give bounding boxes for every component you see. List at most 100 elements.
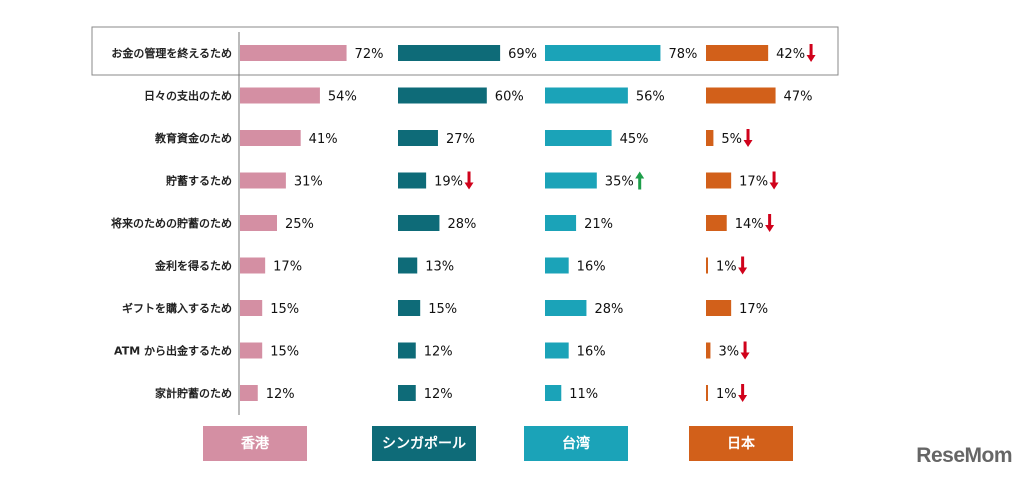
bar-2-0 bbox=[545, 45, 661, 61]
data-label: 41% bbox=[309, 132, 338, 147]
bar-3-5 bbox=[706, 257, 708, 274]
arrow-down-icon bbox=[740, 341, 750, 360]
data-label: 47% bbox=[784, 90, 813, 105]
bar-0-3 bbox=[240, 172, 286, 189]
data-label: 54% bbox=[328, 90, 357, 105]
bar-3-0 bbox=[706, 45, 769, 61]
data-label: 15% bbox=[270, 302, 299, 317]
legend-label: 台湾 bbox=[562, 435, 590, 452]
bar-0-4 bbox=[240, 215, 277, 231]
data-label: 42% bbox=[776, 47, 805, 62]
data-label: 19% bbox=[434, 175, 463, 190]
data-label: 16% bbox=[577, 345, 606, 360]
data-label: 1% bbox=[716, 260, 737, 275]
data-label: 13% bbox=[425, 260, 454, 275]
data-label: 12% bbox=[266, 387, 295, 402]
legend-swatch-1 bbox=[372, 426, 476, 461]
bar-3-6 bbox=[706, 300, 732, 316]
data-label: 15% bbox=[428, 302, 457, 317]
bar-1-6 bbox=[398, 300, 421, 316]
data-label: 78% bbox=[668, 47, 697, 62]
category-label: ギフトを購入するため bbox=[122, 301, 232, 315]
arrow-down-icon bbox=[743, 129, 753, 147]
bar-0-1 bbox=[240, 87, 320, 104]
arrow-up-icon bbox=[635, 171, 645, 190]
bar-2-7 bbox=[545, 342, 569, 359]
bar-1-5 bbox=[398, 257, 418, 274]
legend-label: シンガポール bbox=[382, 435, 466, 452]
bar-0-8 bbox=[240, 385, 258, 401]
data-label: 3% bbox=[718, 345, 739, 360]
arrow-down-icon bbox=[806, 44, 816, 62]
data-label: 69% bbox=[508, 47, 537, 62]
data-label: 35% bbox=[605, 175, 634, 190]
bar-0-0 bbox=[240, 45, 347, 61]
bar-2-8 bbox=[545, 385, 562, 401]
bar-0-5 bbox=[240, 257, 266, 274]
data-label: 5% bbox=[721, 132, 742, 147]
bar-1-4 bbox=[398, 215, 440, 231]
bar-0-6 bbox=[240, 300, 263, 316]
bar-3-3 bbox=[706, 172, 732, 189]
category-label: 家計貯蓄のため bbox=[155, 386, 232, 400]
category-label: 金利を得るため bbox=[154, 259, 232, 273]
data-label: 11% bbox=[569, 387, 598, 402]
data-label: 12% bbox=[424, 387, 453, 402]
bar-2-2 bbox=[545, 130, 612, 146]
bar-1-1 bbox=[398, 87, 487, 104]
data-label: 27% bbox=[446, 132, 475, 147]
data-label: 31% bbox=[294, 175, 323, 190]
data-label: 14% bbox=[735, 217, 764, 232]
bar-1-2 bbox=[398, 130, 438, 146]
bar-1-7 bbox=[398, 342, 416, 359]
highlight-box bbox=[91, 26, 839, 76]
resemom-logo: ReseMom bbox=[916, 444, 1012, 467]
bar-3-8 bbox=[706, 385, 708, 401]
bar-3-4 bbox=[706, 215, 727, 231]
category-label: お金の管理を終えるため bbox=[111, 46, 232, 60]
data-label: 72% bbox=[355, 47, 384, 62]
legend-label: 日本 bbox=[727, 435, 756, 452]
legend-swatch-0 bbox=[203, 426, 307, 461]
bar-2-5 bbox=[545, 257, 569, 274]
category-label: 日々の支出のため bbox=[144, 89, 232, 103]
legend-swatch-2 bbox=[524, 426, 628, 461]
bar-1-3 bbox=[398, 172, 427, 189]
bar-2-1 bbox=[545, 87, 628, 104]
data-label: 28% bbox=[447, 217, 476, 232]
data-label: 45% bbox=[620, 132, 649, 147]
arrow-down-icon bbox=[738, 256, 748, 275]
data-label: 17% bbox=[739, 302, 768, 317]
bar-1-8 bbox=[398, 385, 416, 401]
bar-3-2 bbox=[706, 130, 714, 146]
data-label: 16% bbox=[577, 260, 606, 275]
data-label: 15% bbox=[270, 345, 299, 360]
data-label: 1% bbox=[716, 387, 737, 402]
category-label: 教育資金のため bbox=[154, 131, 232, 145]
arrow-down-icon bbox=[464, 171, 474, 190]
category-label: ATM から出金するため bbox=[114, 344, 232, 358]
data-label: 12% bbox=[424, 345, 453, 360]
data-label: 21% bbox=[584, 217, 613, 232]
data-label: 56% bbox=[636, 90, 665, 105]
data-label: 17% bbox=[739, 175, 768, 190]
bar-2-6 bbox=[545, 300, 587, 316]
bar-0-2 bbox=[240, 130, 301, 146]
category-label: 貯蓄するため bbox=[166, 174, 232, 188]
bar-0-7 bbox=[240, 342, 263, 359]
data-label: 17% bbox=[273, 260, 302, 275]
data-label: 25% bbox=[285, 217, 314, 232]
legend-label: 香港 bbox=[240, 435, 270, 452]
data-label: 28% bbox=[594, 302, 623, 317]
data-label: 60% bbox=[495, 90, 524, 105]
bar-1-0 bbox=[398, 45, 501, 61]
arrow-down-icon bbox=[769, 171, 779, 190]
arrow-down-icon bbox=[738, 384, 748, 402]
category-label: 将来のための貯蓄のため bbox=[111, 216, 232, 230]
legend-swatch-3 bbox=[689, 426, 793, 461]
bar-3-1 bbox=[706, 87, 776, 104]
arrow-down-icon bbox=[765, 214, 775, 232]
bar-2-4 bbox=[545, 215, 577, 231]
bar-2-3 bbox=[545, 172, 597, 189]
